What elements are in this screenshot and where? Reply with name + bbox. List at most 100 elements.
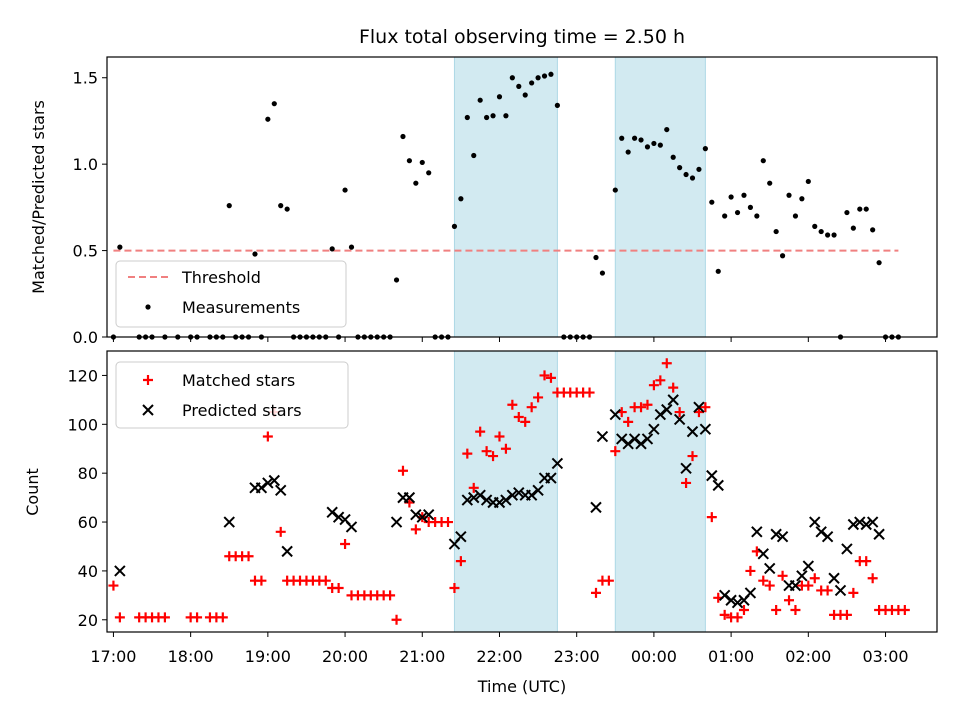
y-tick-label: 120 (67, 366, 98, 385)
data-point (603, 575, 614, 586)
legend-box (115, 260, 347, 328)
data-point (265, 116, 271, 122)
data-point (275, 484, 287, 496)
x-tick-label: 01:00 (708, 647, 754, 666)
y-tick-label: 0.0 (73, 328, 98, 347)
x-tick-label: 17:00 (90, 647, 136, 666)
data-point (255, 482, 268, 494)
data-point (525, 489, 538, 501)
observing-interval-shade (614, 56, 706, 338)
legend-swatch (142, 404, 154, 416)
data-point (397, 465, 408, 476)
data-point (416, 511, 428, 523)
data-point (863, 206, 869, 212)
data-point (455, 556, 466, 567)
data-point (490, 113, 496, 119)
data-point (664, 126, 670, 133)
data-point (404, 497, 415, 508)
data-point (114, 612, 125, 623)
data-point (799, 196, 805, 202)
data-point (532, 484, 544, 496)
data-point (770, 528, 782, 540)
data-point (590, 587, 601, 598)
data-point (712, 479, 724, 492)
data-point (773, 228, 779, 235)
data-point (734, 209, 741, 216)
y-tick-label: 20 (78, 611, 98, 630)
x-axis-title: Time (UTC) (477, 677, 566, 696)
data-point (278, 203, 284, 209)
data-point (870, 227, 876, 233)
data-point (738, 605, 749, 616)
data-point (638, 137, 644, 143)
data-point (192, 612, 203, 623)
data-point (443, 517, 454, 528)
data-point (622, 438, 634, 450)
data-point (406, 158, 413, 164)
data-point (464, 114, 470, 121)
data-point (636, 402, 647, 413)
observing-interval-shade (453, 56, 558, 338)
observing-interval-shade (453, 350, 558, 633)
data-point (320, 575, 331, 586)
data-point (655, 375, 666, 386)
data-point (792, 213, 799, 219)
data-point (616, 433, 628, 445)
data-point (651, 140, 657, 147)
data-point (403, 491, 416, 504)
data-point (757, 548, 769, 560)
data-point (471, 152, 477, 159)
data-point (641, 433, 654, 445)
data-point (821, 530, 834, 543)
data-point (413, 180, 419, 186)
data-point (426, 170, 432, 176)
data-point (841, 543, 853, 555)
data-point (802, 560, 815, 572)
data-point (462, 448, 473, 459)
data-point (796, 570, 808, 582)
axes-frame (106, 56, 938, 338)
data-point (860, 518, 872, 531)
data-point (516, 83, 522, 89)
data-point (700, 402, 711, 413)
data-point (496, 94, 503, 100)
data-point (674, 407, 685, 418)
data-point (541, 73, 548, 79)
data-point (661, 358, 672, 369)
legend-label: Measurements (182, 298, 300, 317)
data-point (873, 528, 885, 540)
bottom-y-axis-title: Count (23, 468, 42, 516)
data-point (226, 203, 232, 209)
data-point (419, 159, 425, 166)
data-point (455, 530, 467, 543)
y-tick-label: 0.5 (73, 242, 98, 261)
data-point (631, 135, 638, 141)
data-point (689, 175, 696, 181)
data-point (410, 509, 422, 521)
legend-ratio: Threshold Measurements (115, 260, 347, 328)
data-point (706, 512, 717, 523)
data-point (493, 496, 506, 509)
x-tick-label: 00:00 (631, 647, 677, 666)
data-point (777, 570, 788, 581)
data-point (481, 446, 492, 457)
data-point (593, 254, 599, 261)
data-point (449, 583, 460, 594)
data-point (451, 223, 458, 229)
data-point (422, 509, 435, 521)
data-point (809, 516, 821, 528)
data-point (488, 451, 499, 462)
y-tick-label: 1.5 (73, 69, 98, 88)
data-point (117, 244, 123, 250)
data-point (754, 213, 760, 219)
observing-interval-shade (614, 350, 706, 633)
x-tick-label: 21:00 (399, 647, 445, 666)
data-point (348, 244, 355, 250)
data-point (718, 589, 731, 602)
data-point (275, 526, 286, 537)
data-point (644, 144, 651, 150)
data-point (535, 75, 541, 81)
data-point (619, 135, 625, 141)
data-point (461, 494, 474, 506)
x-tick-label: 02:00 (785, 647, 831, 666)
